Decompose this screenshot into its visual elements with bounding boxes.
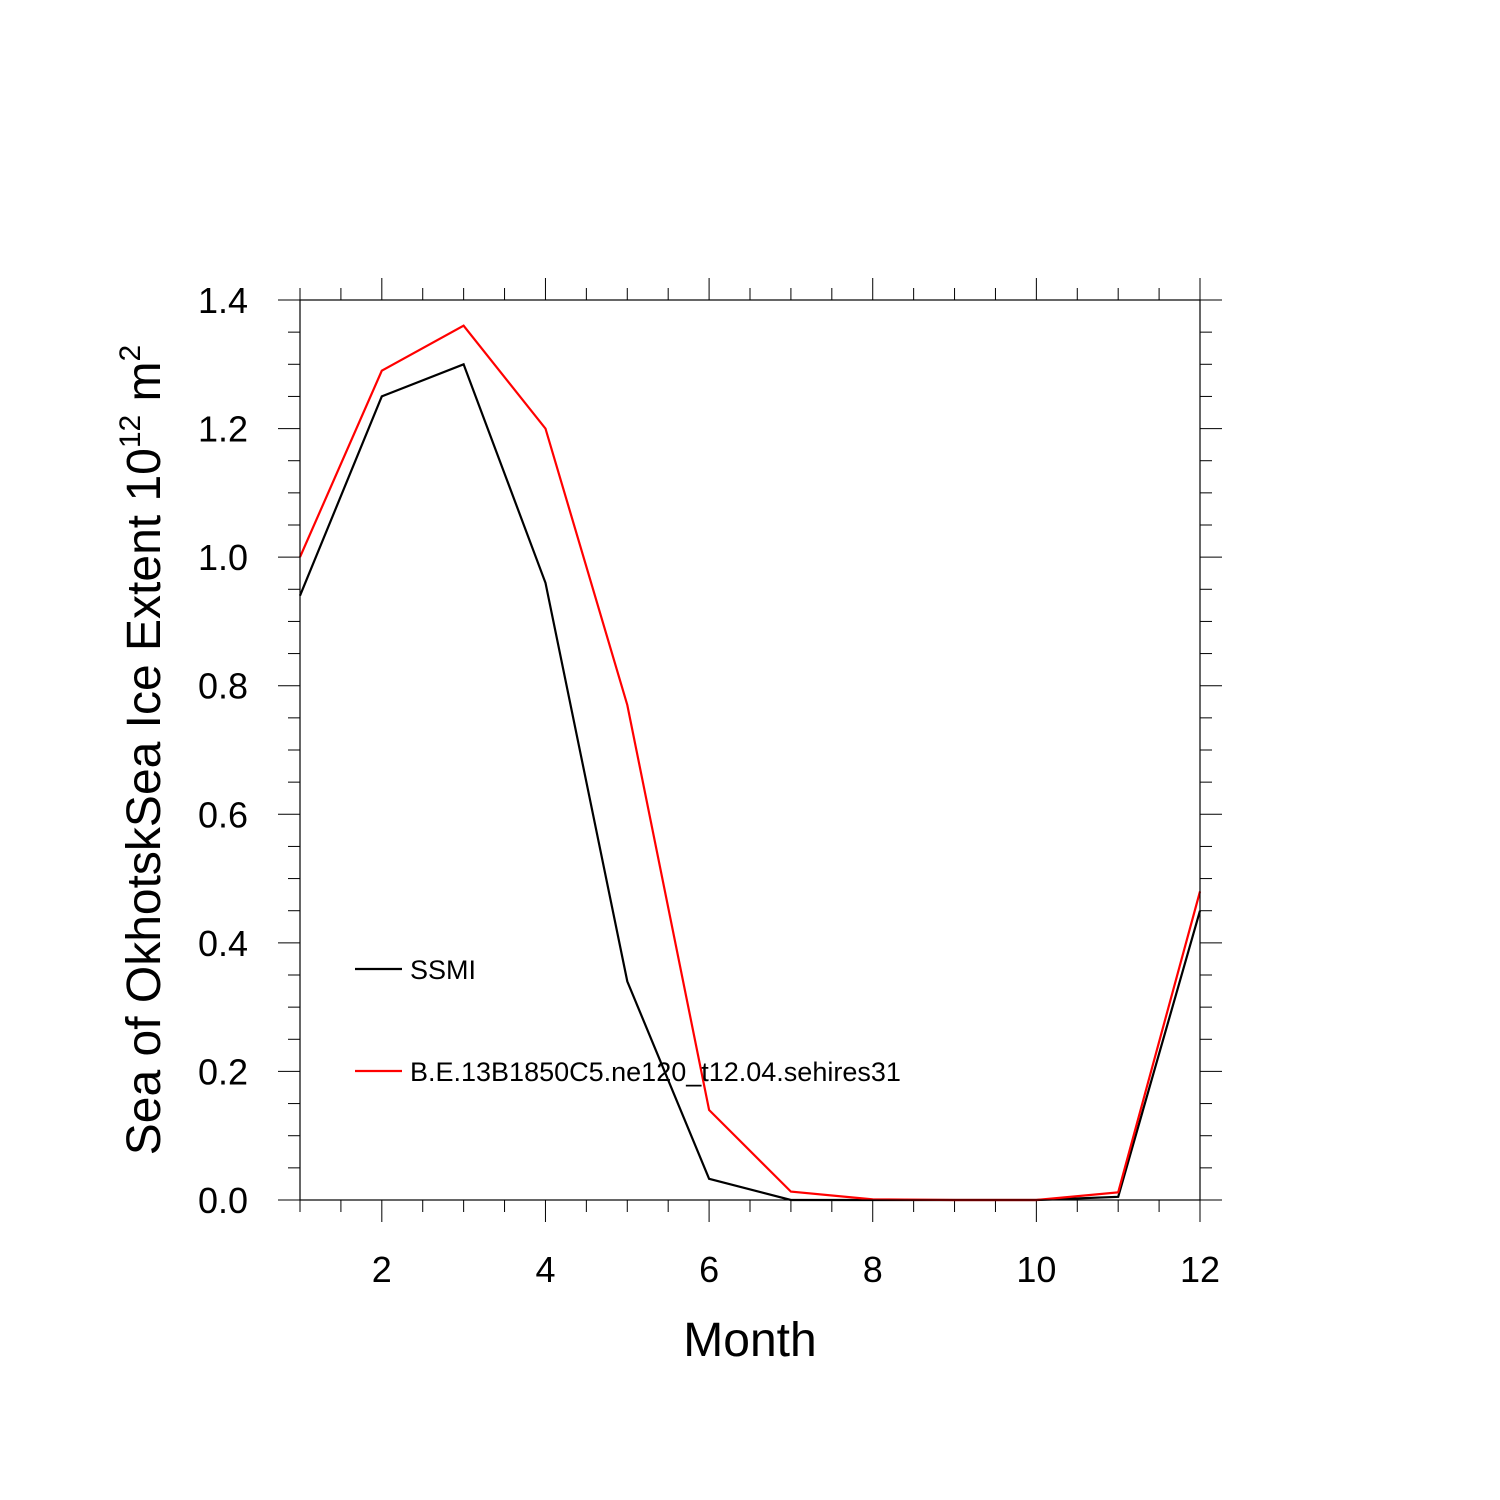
x-tick-label: 10 [1016, 1249, 1056, 1290]
y-tick-label: 0.4 [198, 923, 248, 964]
y-tick-label: 1.2 [198, 409, 248, 450]
series-line-2 [298, 324, 1202, 1202]
x-tick-labels: 2 4 6 8 10 12 [372, 1249, 1220, 1290]
y-tick-label: 1.4 [198, 280, 248, 321]
y-tick-label: 0.6 [198, 794, 248, 835]
y-tick-label: 1.0 [198, 537, 248, 578]
legend-label: B.E.13B1850C5.ne120_t12.04.sehires31 [410, 1057, 901, 1087]
y-axis-title-text: Sea of OkhotskSea Ice Extent 10 [118, 448, 171, 1155]
tick-marks [278, 278, 1222, 1222]
y-tick-label: 0.2 [198, 1051, 248, 1092]
x-tick-label: 12 [1180, 1249, 1220, 1290]
y-axis-title-unit: m [118, 361, 171, 414]
x-axis-title: Month [683, 1314, 816, 1367]
x-tick-label: 6 [699, 1249, 719, 1290]
y-axis-title-unit-exponent: 2 [114, 345, 147, 362]
legend: SSMI B.E.13B1850C5.ne120_t12.04.sehires31 [355, 955, 901, 1087]
y-axis-title: Sea of OkhotskSea Ice Extent 1012 m2 [114, 345, 171, 1155]
y-tick-labels: 0.0 0.2 0.4 0.6 0.8 1.0 1.2 1.4 [198, 280, 248, 1221]
y-axis-title-exponent: 12 [114, 415, 147, 448]
y-tick-label: 0.0 [198, 1180, 248, 1221]
y-tick-label: 0.8 [198, 666, 248, 707]
plot-frame [299, 299, 1201, 1201]
x-tick-label: 8 [863, 1249, 883, 1290]
legend-label: SSMI [410, 955, 476, 985]
x-tick-label: 4 [535, 1249, 555, 1290]
x-tick-label: 2 [372, 1249, 392, 1290]
